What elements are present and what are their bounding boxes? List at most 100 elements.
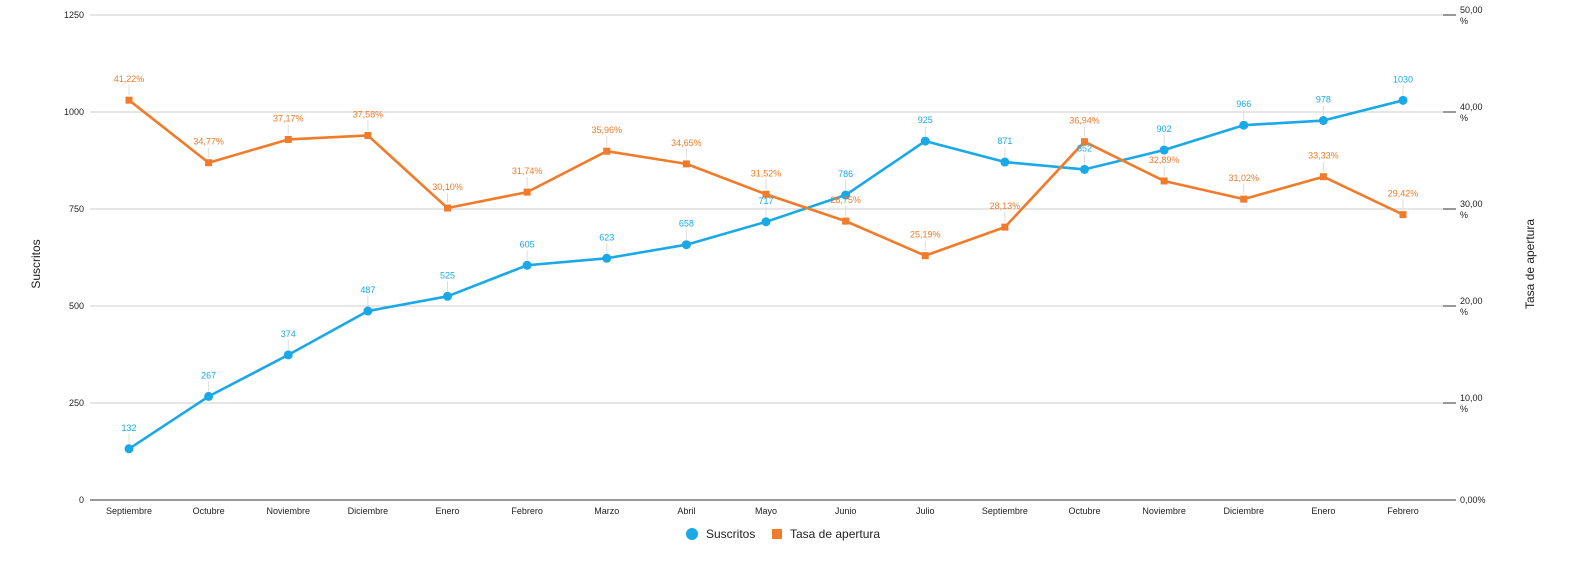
data-point-suscritos	[841, 190, 851, 200]
data-label-tasa-de-apertura: 33,33%	[1308, 151, 1339, 161]
category-label: Enero	[1311, 506, 1335, 516]
data-label-suscritos: 132	[121, 423, 136, 433]
data-label-suscritos: 902	[1157, 124, 1172, 134]
data-label-suscritos: 267	[201, 370, 216, 380]
category-label: Enero	[435, 506, 459, 516]
category-label: Noviembre	[266, 506, 310, 516]
data-label-suscritos: 852	[1077, 143, 1092, 153]
data-label-suscritos: 978	[1316, 95, 1331, 105]
gridlines	[90, 14, 1448, 404]
data-label-suscritos: 525	[440, 270, 455, 280]
category-label: Diciembre	[1223, 506, 1264, 516]
data-point-suscritos	[1000, 157, 1010, 167]
data-point-tasa-de-apertura	[1160, 177, 1168, 185]
data-label-tasa-de-apertura: 31,74%	[512, 166, 543, 176]
data-label-tasa-de-apertura: 34,65%	[671, 138, 702, 148]
right-tick-label: 30,00%	[1460, 199, 1483, 220]
data-point-suscritos	[1080, 164, 1089, 174]
data-point-tasa-de-apertura	[1081, 138, 1088, 146]
data-label-suscritos: 487	[360, 285, 375, 295]
data-label-suscritos: 786	[838, 169, 853, 179]
data-label-tasa-de-apertura: 25,19%	[910, 230, 941, 240]
data-point-suscritos	[443, 291, 452, 301]
data-label-tasa-de-apertura: 32,89%	[1149, 155, 1180, 165]
right-axis-ticks: 0,00% 10,00 % 20,00 % 30,00 % 40,00 % 50,00%	[1443, 5, 1486, 505]
category-label: Septiembre	[982, 506, 1028, 516]
right-tick-label: 40,00%	[1460, 102, 1483, 123]
data-point-tasa-de-apertura	[523, 188, 531, 196]
data-label-suscritos: 374	[281, 329, 296, 339]
right-tick-label: 50,00%	[1460, 5, 1483, 26]
data-labels: 132 267 374 487 525 605 623 658 717 786 925 871 852 9…	[114, 74, 1419, 444]
right-axis-title: Tasa de apertura	[1523, 219, 1537, 309]
category-label: Junio	[835, 506, 857, 516]
left-tick-label: 750	[69, 204, 84, 214]
legend: Suscritos Tasa de apertura	[686, 527, 880, 541]
data-point-suscritos	[204, 391, 214, 401]
category-label: Septiembre	[106, 506, 152, 516]
data-label-tasa-de-apertura: 30,10%	[432, 182, 463, 192]
data-point-tasa-de-apertura	[364, 131, 372, 139]
data-point-suscritos	[1318, 116, 1328, 126]
data-point-tasa-de-apertura	[842, 217, 850, 225]
data-label-suscritos: 966	[1236, 99, 1251, 109]
category-label: Octubre	[193, 506, 225, 516]
data-label-suscritos: 871	[997, 136, 1012, 146]
data-label-tasa-de-apertura: 37,17%	[273, 113, 304, 123]
left-axis-title: Suscritos	[29, 239, 43, 288]
data-label-suscritos: 717	[758, 196, 773, 206]
data-label-suscritos: 658	[679, 219, 694, 229]
data-label-tasa-de-apertura: 28,13%	[990, 201, 1021, 211]
data-point-tasa-de-apertura	[444, 204, 451, 212]
legend-marker-suscritos	[686, 528, 698, 540]
category-label: Febrero	[511, 506, 543, 516]
data-label-suscritos: 623	[599, 232, 614, 242]
data-point-suscritos	[1398, 95, 1408, 105]
series-line-suscritos	[127, 99, 1405, 451]
data-point-suscritos	[761, 217, 771, 227]
data-point-suscritos	[681, 240, 691, 250]
legend-item-tasa-de-apertura[interactable]: Tasa de apertura	[772, 527, 880, 541]
data-label-tasa-de-apertura: 35,96%	[591, 125, 622, 135]
data-point-tasa-de-apertura	[1399, 211, 1407, 219]
data-label-tasa-de-apertura: 29,42%	[1388, 189, 1419, 199]
data-point-tasa-de-apertura	[1240, 195, 1248, 203]
data-point-suscritos	[363, 306, 373, 316]
data-label-suscritos: 925	[918, 115, 933, 125]
data-point-tasa-de-apertura	[205, 159, 213, 167]
category-label: Mayo	[755, 506, 777, 516]
data-label-suscritos: 1030	[1393, 74, 1413, 84]
category-label: Abril	[677, 506, 695, 516]
left-tick-label: 1250	[64, 10, 84, 20]
data-label-suscritos: 605	[520, 239, 535, 249]
legend-marker-tasa-de-apertura	[772, 529, 782, 539]
data-point-tasa-de-apertura	[921, 252, 929, 260]
legend-label-tasa-de-apertura: Tasa de apertura	[790, 527, 880, 541]
left-tick-label: 250	[69, 398, 84, 408]
data-point-suscritos	[522, 260, 532, 270]
data-label-tasa-de-apertura: 36,94%	[1069, 116, 1100, 126]
legend-item-suscritos[interactable]: Suscritos	[686, 527, 755, 541]
data-point-tasa-de-apertura	[125, 96, 133, 104]
data-point-tasa-de-apertura	[1319, 173, 1327, 181]
data-point-suscritos	[124, 444, 134, 454]
data-point-suscritos	[1159, 145, 1169, 155]
right-tick-label: 0,00%	[1460, 495, 1486, 505]
category-label: Octubre	[1068, 506, 1100, 516]
data-label-tasa-de-apertura: 28,75%	[830, 195, 861, 205]
data-point-tasa-de-apertura	[682, 160, 690, 168]
right-tick-label: 10,00%	[1460, 393, 1483, 414]
left-axis-ticks: 0 250 500 750 1000 1250	[64, 10, 84, 505]
data-label-tasa-de-apertura: 31,02%	[1228, 173, 1259, 183]
data-label-tasa-de-apertura: 34,77%	[193, 137, 224, 147]
data-label-tasa-de-apertura: 37,58%	[353, 109, 384, 119]
data-point-suscritos	[920, 136, 930, 146]
data-point-tasa-de-apertura	[762, 190, 770, 198]
data-point-tasa-de-apertura	[1001, 223, 1009, 231]
data-label-tasa-de-apertura: 41,22%	[114, 74, 145, 84]
category-label: Febrero	[1387, 506, 1419, 516]
data-point-tasa-de-apertura	[603, 147, 611, 155]
data-point-suscritos	[1239, 120, 1249, 130]
